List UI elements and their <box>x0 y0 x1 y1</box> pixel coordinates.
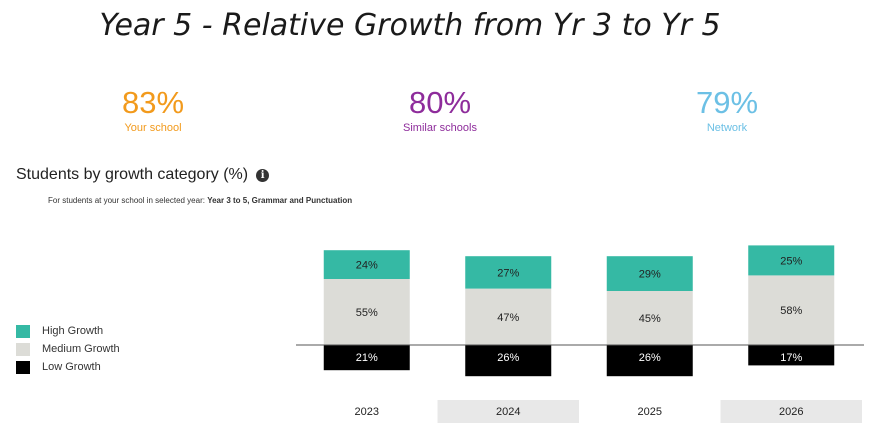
stat-label: Network <box>706 122 748 134</box>
bar-segment-medium-growth-2026 <box>748 275 835 345</box>
bar-segment-medium-growth-2023 <box>323 279 410 345</box>
x-tick-label: 2025 <box>638 406 662 418</box>
bar-segment-low-growth-2023 <box>323 345 410 371</box>
bar-segment-medium-growth-2025 <box>606 291 693 345</box>
legend-label: High Growth <box>42 325 104 337</box>
stat-network: 79% Network <box>627 85 827 135</box>
x-tick-label: 2023 <box>355 406 379 418</box>
data-label: 45% <box>639 313 661 325</box>
bar-segment-high-growth-2025 <box>606 256 693 291</box>
data-label: 17% <box>780 352 802 364</box>
section-heading: Students by growth category (%) i <box>16 166 270 184</box>
category-band-2026 <box>720 400 862 423</box>
stat-similar-schools: 80% Similar schools <box>340 85 540 135</box>
stat-your-school: 83% Your school <box>53 85 253 135</box>
legend-swatch <box>16 342 30 356</box>
data-label: 29% <box>639 269 661 281</box>
data-label: 25% <box>780 255 802 267</box>
category-band-2024 <box>437 400 579 423</box>
x-tick-label: 2024 <box>496 406 520 418</box>
data-label: 55% <box>356 307 378 319</box>
data-label: 47% <box>497 312 519 324</box>
data-label: 58% <box>780 305 802 317</box>
stat-label: Similar schools <box>403 122 477 134</box>
data-label: 27% <box>497 267 519 279</box>
x-tick-label: 2026 <box>779 406 803 418</box>
legend-item-low-growth: Low Growth <box>16 358 120 376</box>
subtitle-prefix: For students at your school in selected … <box>48 196 205 205</box>
chart-legend: High Growth Medium Growth Low Growth <box>16 322 120 376</box>
data-label: 26% <box>639 352 661 364</box>
bar-segment-high-growth-2026 <box>748 245 835 276</box>
stat-label: Your school <box>124 122 182 134</box>
legend-label: Low Growth <box>42 361 101 373</box>
bar-segment-high-growth-2023 <box>323 250 410 279</box>
data-label: 24% <box>356 260 378 272</box>
legend-item-high-growth: High Growth <box>16 322 120 340</box>
stat-value: 83% <box>121 85 185 120</box>
legend-swatch <box>16 360 30 374</box>
bar-segment-medium-growth-2024 <box>465 288 552 345</box>
info-icon[interactable]: i <box>256 168 270 182</box>
chart-subtitle: For students at your school in selected … <box>48 196 352 205</box>
bar-segment-low-growth-2026 <box>748 345 835 366</box>
legend-item-medium-growth: Medium Growth <box>16 340 120 358</box>
legend-swatch <box>16 324 30 338</box>
subtitle-selection: Year 3 to 5, Grammar and Punctuation <box>207 196 353 205</box>
data-label: 21% <box>356 352 378 364</box>
stat-value: 80% <box>408 85 472 120</box>
legend-label: Medium Growth <box>42 343 120 355</box>
page-title: Year 5 - Relative Growth from Yr 3 to Yr… <box>99 8 721 43</box>
bar-segment-low-growth-2024 <box>465 345 552 377</box>
stat-value: 79% <box>695 85 759 120</box>
bar-segment-low-growth-2025 <box>606 345 693 377</box>
bar-segment-high-growth-2024 <box>465 256 552 289</box>
data-label: 26% <box>497 352 519 364</box>
section-title: Students by growth category (%) <box>16 166 249 183</box>
